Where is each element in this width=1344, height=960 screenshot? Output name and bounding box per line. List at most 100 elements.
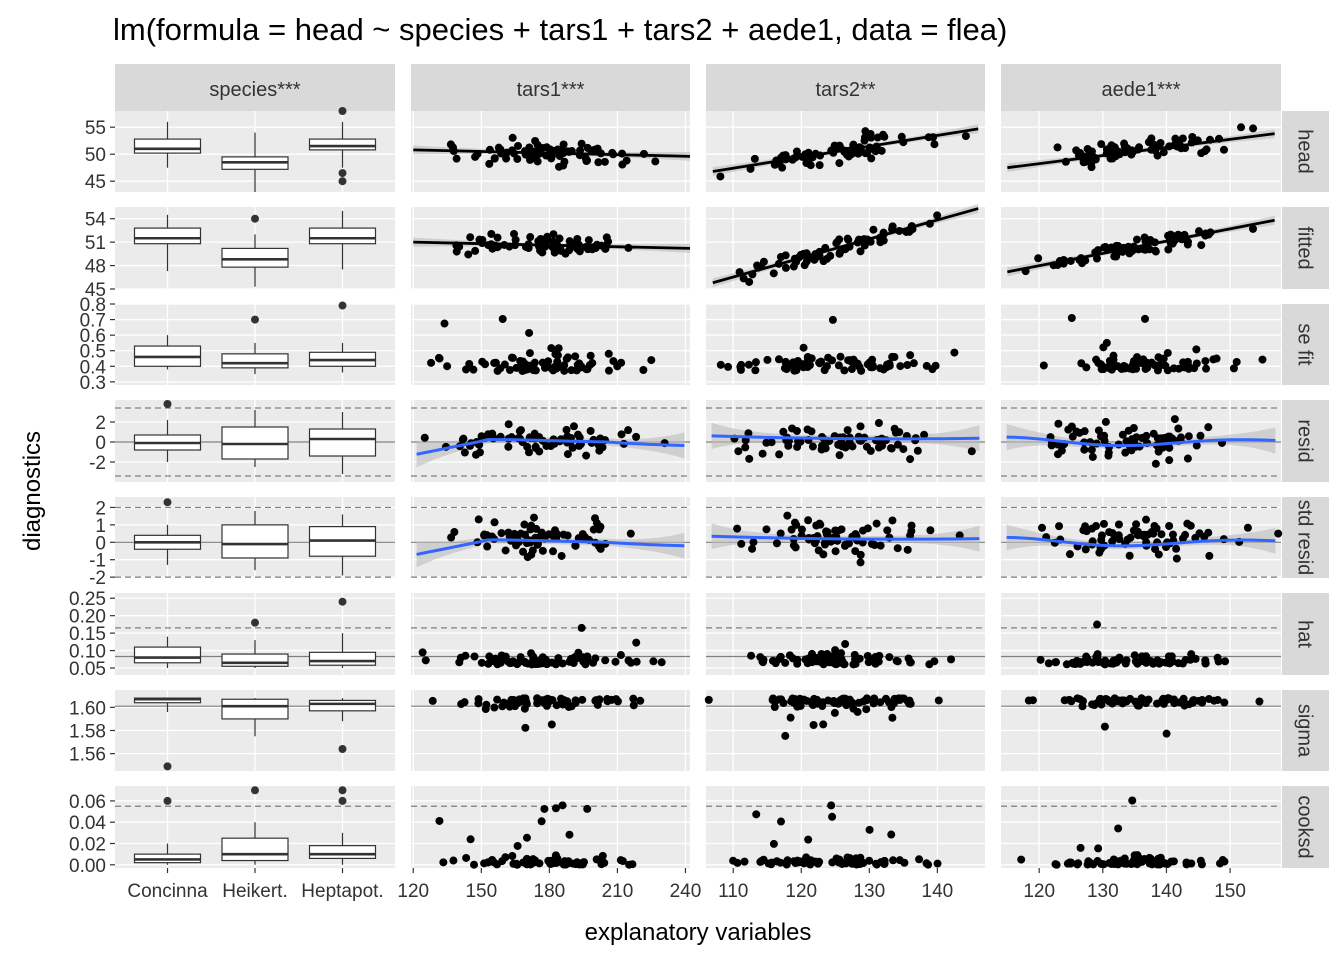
data-point (1184, 432, 1193, 441)
data-point (876, 541, 885, 550)
data-point (516, 653, 525, 662)
col-strip-label: aede1*** (1102, 79, 1181, 101)
data-point (1161, 361, 1170, 370)
data-point (1101, 694, 1110, 703)
data-point (1170, 415, 1179, 424)
data-point (804, 516, 813, 525)
data-point (775, 695, 784, 704)
data-point (421, 656, 430, 665)
data-point (1093, 620, 1102, 629)
data-point (477, 658, 486, 667)
data-point (624, 426, 633, 435)
data-point (890, 694, 899, 703)
data-point (508, 133, 517, 142)
data-point (737, 539, 746, 548)
data-point (1127, 858, 1136, 867)
data-point (909, 359, 918, 368)
data-point (847, 364, 856, 373)
data-point (809, 721, 818, 730)
data-point (781, 358, 790, 367)
x-tick-label: Heptapot. (301, 881, 383, 902)
data-point (843, 426, 852, 435)
data-point (593, 144, 602, 153)
data-point (485, 159, 494, 168)
panel (411, 786, 690, 869)
data-point (527, 521, 536, 530)
y-tick-label: 0.3 (80, 373, 106, 394)
data-point (538, 653, 547, 662)
data-point (543, 232, 552, 241)
data-point (586, 351, 595, 360)
data-point (839, 659, 848, 668)
data-point (774, 355, 783, 364)
data-point (888, 352, 897, 361)
data-point (527, 649, 536, 658)
data-point (1165, 432, 1174, 441)
data-point (748, 544, 757, 553)
data-point (1164, 245, 1173, 254)
data-point (933, 211, 942, 220)
data-point (1155, 857, 1164, 866)
data-point (1067, 858, 1076, 867)
data-point (455, 242, 464, 251)
data-point (781, 658, 790, 667)
data-point (829, 651, 838, 660)
y-tick-label: 1 (95, 516, 106, 537)
data-point (474, 699, 483, 708)
data-point (885, 359, 894, 368)
data-point (835, 159, 844, 168)
data-point (872, 859, 881, 868)
data-point (785, 651, 794, 660)
data-point (1053, 143, 1062, 152)
data-point (1153, 151, 1162, 160)
data-point (462, 365, 471, 374)
data-point (1133, 851, 1142, 860)
data-point (647, 356, 656, 365)
data-point (1065, 550, 1074, 559)
data-point (1197, 241, 1206, 250)
data-point (547, 344, 556, 353)
x-tick-label: 150 (1214, 881, 1246, 902)
data-point (849, 660, 858, 669)
data-point (837, 440, 846, 449)
data-point (1138, 657, 1147, 666)
x-tick-label: 130 (1087, 881, 1119, 902)
row-strip (1282, 207, 1329, 289)
data-point (1094, 358, 1103, 367)
data-point (1130, 651, 1139, 660)
y-tick-label: -1 (89, 551, 106, 572)
data-point (804, 835, 813, 844)
data-point (1200, 147, 1209, 156)
data-point (876, 364, 885, 373)
data-point (562, 354, 571, 363)
data-point (890, 424, 899, 433)
data-point (607, 695, 616, 704)
data-point (933, 859, 942, 868)
data-point (529, 366, 538, 375)
row-strip-label: sigma (1294, 704, 1316, 758)
data-point (906, 531, 915, 540)
data-point (716, 360, 725, 369)
data-point (499, 698, 508, 707)
data-point (779, 427, 788, 436)
y-tick-label: 45 (85, 280, 106, 301)
panel (115, 786, 395, 868)
data-point (466, 835, 475, 844)
box (308, 227, 377, 245)
data-point (583, 804, 592, 813)
data-point (906, 351, 915, 360)
data-point (830, 708, 839, 717)
data-point (1172, 544, 1181, 553)
data-point (856, 853, 865, 862)
data-point (913, 446, 922, 455)
data-point (1121, 448, 1130, 457)
data-point (1192, 441, 1201, 450)
data-point (558, 659, 567, 668)
data-point (559, 161, 568, 170)
data-point (775, 654, 784, 663)
data-point (559, 140, 568, 149)
data-point (930, 140, 939, 149)
data-point (1154, 353, 1163, 362)
fit-line (712, 207, 979, 285)
data-point (1162, 729, 1171, 738)
